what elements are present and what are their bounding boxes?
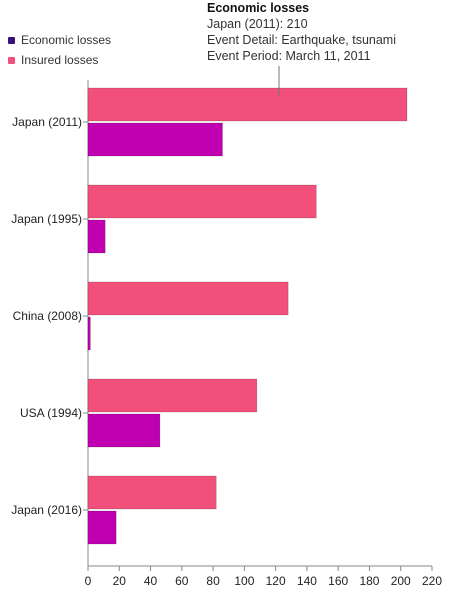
- bar-insured-5[interactable]: [87, 475, 217, 510]
- bar-insured-2[interactable]: [87, 184, 317, 219]
- x-tick-label: 160: [328, 574, 348, 588]
- x-tick-label: 220: [422, 574, 442, 588]
- legend-swatch-insured-losses: [8, 56, 15, 64]
- x-tick-label: 20: [113, 574, 127, 588]
- x-tick-label: 120: [266, 574, 286, 588]
- x-tick-label: 80: [206, 574, 220, 588]
- y-tick-label: Japan (1995): [11, 212, 82, 226]
- y-tick-label: China (2008): [13, 309, 82, 323]
- y-tick-label: Japan (2016): [11, 503, 82, 517]
- bar-economic-1[interactable]: [87, 122, 223, 157]
- bar-economic-3[interactable]: [87, 316, 91, 351]
- bar-insured-4[interactable]: [87, 378, 258, 413]
- bar-economic-4[interactable]: [87, 413, 161, 448]
- chart-legend: Economic losses Insured losses: [8, 30, 111, 70]
- legend-swatch-economic-losses: [8, 36, 15, 44]
- x-tick-label: 200: [391, 574, 411, 588]
- y-tick-label: USA (1994): [20, 406, 82, 420]
- x-tick-label: 180: [359, 574, 379, 588]
- chart-tooltip: Economic losses Japan (2011): 210 Event …: [207, 0, 396, 64]
- x-tick-label: 60: [175, 574, 189, 588]
- bar-insured-3[interactable]: [87, 281, 289, 316]
- tooltip-line-value: Japan (2011): 210: [207, 17, 308, 31]
- x-tick-label: 40: [144, 574, 158, 588]
- x-tick-label: 140: [297, 574, 317, 588]
- legend-item-economic-losses[interactable]: Economic losses: [8, 30, 111, 50]
- bar-economic-5[interactable]: [87, 510, 117, 545]
- tooltip-title: Economic losses: [207, 1, 310, 15]
- bar-insured-1[interactable]: [87, 87, 408, 122]
- tooltip-line-event-detail: Event Detail: Earthquake, tsunami: [207, 33, 396, 47]
- x-tick-label: 0: [85, 574, 92, 588]
- tooltip-line-event-period: Event Period: March 11, 2011: [207, 49, 371, 63]
- legend-item-insured-losses[interactable]: Insured losses: [8, 50, 111, 70]
- legend-label-economic-losses: Economic losses: [21, 33, 112, 47]
- x-tick-label: 100: [234, 574, 254, 588]
- y-tick-label: Japan (2011): [12, 115, 82, 129]
- bar-economic-2[interactable]: [87, 219, 106, 254]
- legend-label-insured-losses: Insured losses: [21, 53, 99, 67]
